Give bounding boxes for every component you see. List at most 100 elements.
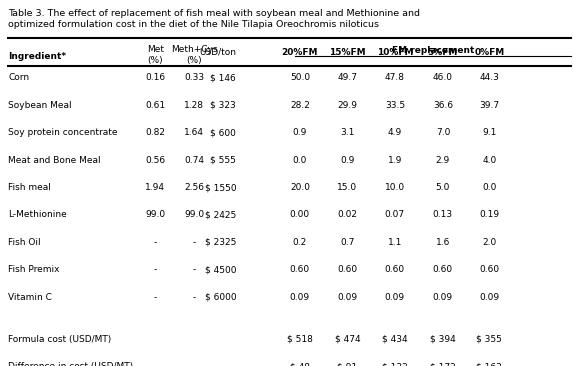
Text: $ 555: $ 555 [210,156,236,165]
Text: 33.5: 33.5 [385,101,405,110]
Text: 28.2: 28.2 [290,101,310,110]
Text: 0%FM: 0%FM [474,48,504,57]
Text: Met
(%): Met (%) [146,45,164,65]
Text: 2.56: 2.56 [184,183,204,192]
Text: 0.7: 0.7 [340,238,354,247]
Text: $ 323: $ 323 [211,101,236,110]
Text: 0.0: 0.0 [293,156,307,165]
Text: $ 1550: $ 1550 [204,183,236,192]
Text: L-Methionine: L-Methionine [8,210,67,220]
Text: 1.94: 1.94 [145,183,165,192]
Text: 0.9: 0.9 [293,128,307,137]
Text: 1.28: 1.28 [184,101,204,110]
Text: Vitamin C: Vitamin C [8,293,52,302]
Text: 10.0: 10.0 [385,183,405,192]
Text: 0.33: 0.33 [184,73,204,82]
Text: 0.02: 0.02 [338,210,357,220]
Text: $ 6000: $ 6000 [204,293,236,302]
Text: 99.0: 99.0 [184,210,204,220]
Text: $ 2325: $ 2325 [205,238,236,247]
Text: 15%FM: 15%FM [329,48,366,57]
Text: Table 3. The effect of replacement of fish meal with soybean meal and Methionine: Table 3. The effect of replacement of fi… [8,9,420,18]
Text: 36.6: 36.6 [433,101,453,110]
Text: -: - [153,265,157,274]
Text: Fish Oil: Fish Oil [8,238,41,247]
Text: Formula cost (USD/MT): Formula cost (USD/MT) [8,335,111,344]
Text: 0.61: 0.61 [145,101,165,110]
Text: $ 434: $ 434 [382,335,408,344]
Text: 0.60: 0.60 [479,265,499,274]
Text: 0.09: 0.09 [433,293,453,302]
Text: 0.60: 0.60 [338,265,357,274]
Text: $ 91: $ 91 [338,362,357,366]
Text: 0.60: 0.60 [385,265,405,274]
Text: 1.1: 1.1 [388,238,402,247]
Text: 0.82: 0.82 [145,128,165,137]
Text: 9.1: 9.1 [482,128,496,137]
Text: 0.19: 0.19 [479,210,499,220]
Text: 0.60: 0.60 [290,265,310,274]
Text: 50.0: 50.0 [290,73,310,82]
Text: 15.0: 15.0 [338,183,357,192]
Text: $ 146: $ 146 [211,73,236,82]
Text: Meat and Bone Meal: Meat and Bone Meal [8,156,101,165]
Text: 0.56: 0.56 [145,156,165,165]
Text: 20%FM: 20%FM [281,48,318,57]
Text: 47.8: 47.8 [385,73,405,82]
Text: 0.0: 0.0 [482,183,496,192]
Text: Meth+Cys
(%): Meth+Cys (%) [171,45,217,65]
Text: $ 518: $ 518 [287,335,313,344]
Text: 10%FM: 10%FM [376,48,413,57]
Text: 1.9: 1.9 [388,156,402,165]
Text: 29.9: 29.9 [338,101,357,110]
Text: 0.09: 0.09 [385,293,405,302]
Text: 39.7: 39.7 [479,101,499,110]
Text: 5.0: 5.0 [436,183,450,192]
Text: -: - [153,238,157,247]
Text: 0.09: 0.09 [479,293,499,302]
Text: 0.74: 0.74 [184,156,204,165]
Text: Fish meal: Fish meal [8,183,51,192]
Text: 49.7: 49.7 [338,73,357,82]
Text: $ 2425: $ 2425 [205,210,236,220]
Text: 3.1: 3.1 [340,128,354,137]
Text: Difference in cost (USD/MT): Difference in cost (USD/MT) [8,362,133,366]
Text: optimized formulation cost in the diet of the Nile Tilapia Oreochromis niloticus: optimized formulation cost in the diet o… [8,20,379,29]
Text: FM replacement: FM replacement [392,46,474,55]
Text: Fish Premix: Fish Premix [8,265,60,274]
Text: USD/ton: USD/ton [199,48,236,56]
Text: 1.64: 1.64 [184,128,204,137]
Text: Soy protein concentrate: Soy protein concentrate [8,128,118,137]
Text: 5%FM: 5%FM [428,48,458,57]
Text: 44.3: 44.3 [479,73,499,82]
Text: Ingredient*: Ingredient* [8,52,66,61]
Text: -: - [192,293,196,302]
Text: 0.9: 0.9 [340,156,354,165]
Text: 0.2: 0.2 [293,238,307,247]
Text: 4.9: 4.9 [388,128,402,137]
Text: 2.0: 2.0 [482,238,496,247]
Text: $ 355: $ 355 [477,335,502,344]
Text: $ 48: $ 48 [290,362,310,366]
Text: $ 163: $ 163 [477,362,502,366]
Text: 0.60: 0.60 [433,265,453,274]
Text: 4.0: 4.0 [482,156,496,165]
Text: 0.09: 0.09 [290,293,310,302]
Text: 1.6: 1.6 [436,238,450,247]
Text: 0.00: 0.00 [290,210,310,220]
Text: 0.09: 0.09 [338,293,357,302]
Text: 0.07: 0.07 [385,210,405,220]
Text: 0.13: 0.13 [433,210,453,220]
Text: 7.0: 7.0 [436,128,450,137]
Text: 20.0: 20.0 [290,183,310,192]
Text: $ 474: $ 474 [335,335,360,344]
Text: 0.16: 0.16 [145,73,165,82]
Text: $ 132: $ 132 [382,362,408,366]
Text: 2.9: 2.9 [436,156,450,165]
Text: $ 394: $ 394 [430,335,456,344]
Text: 46.0: 46.0 [433,73,453,82]
Text: $ 172: $ 172 [430,362,456,366]
Text: 99.0: 99.0 [145,210,165,220]
Text: Soybean Meal: Soybean Meal [8,101,72,110]
Text: Corn: Corn [8,73,29,82]
